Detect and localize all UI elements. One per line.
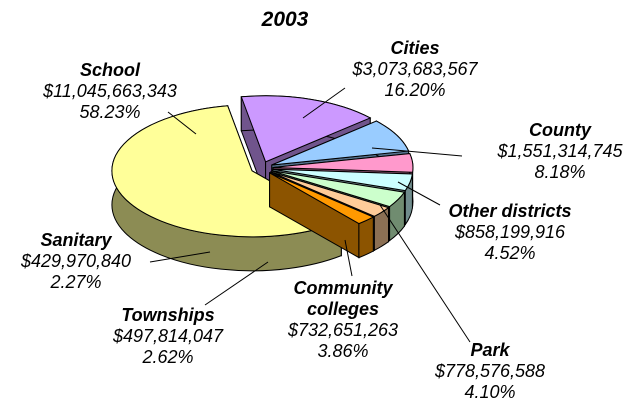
slice-label: Sanitary $429,970,840 2.27%: [1, 230, 151, 293]
amount-label: $11,045,663,343: [43, 81, 177, 101]
percent-label: 3.86%: [317, 341, 369, 361]
leader-line: [344, 239, 353, 277]
leader-line: [167, 111, 197, 135]
percent-label: 2.62%: [142, 347, 194, 367]
percent-label: 4.52%: [484, 243, 536, 263]
amount-label: $858,199,916: [454, 222, 566, 242]
leader-line: [397, 181, 441, 206]
slice-label: County $1,551,314,745 8.18%: [480, 120, 634, 183]
category-label: Other districts: [448, 201, 572, 221]
leader-line: [302, 87, 346, 119]
leader-line: [204, 261, 269, 306]
amount-label: $1,551,314,745: [497, 141, 623, 161]
category-label: Sanitary: [40, 230, 112, 250]
percent-label: 2.27%: [50, 272, 102, 292]
percent-label: 8.18%: [534, 162, 586, 182]
slice-label: Townships $497,814,047 2.62%: [78, 305, 258, 368]
category-label: Community colleges: [293, 278, 393, 319]
category-label: Cities: [390, 38, 440, 58]
slice: [272, 168, 413, 192]
slice-label: Community colleges $732,651,263 3.86%: [273, 278, 413, 362]
category-label: Townships: [121, 305, 215, 325]
category-label: Park: [470, 340, 510, 360]
amount-label: $497,814,047: [112, 326, 224, 346]
category-label: School: [79, 60, 140, 80]
slice-label: School $11,045,663,343 58.23%: [10, 60, 210, 123]
slice: [270, 171, 390, 217]
leader-line: [371, 147, 463, 157]
percent-label: 4.10%: [464, 382, 516, 402]
slice: [272, 153, 414, 173]
category-label: County: [529, 120, 591, 140]
leader-line: [149, 251, 211, 263]
slice: [269, 172, 375, 225]
leader-line: [379, 204, 471, 343]
amount-label: $778,576,588: [434, 361, 546, 381]
slice-label: Park $778,576,588 4.10%: [410, 340, 570, 403]
amount-label: $429,970,840: [20, 251, 132, 271]
slice: [240, 95, 372, 163]
percent-label: 16.20%: [384, 80, 446, 100]
slice: [271, 170, 406, 208]
amount-label: $732,651,263: [287, 320, 399, 340]
slice-label: Other districts $858,199,916 4.52%: [395, 201, 625, 264]
slice-label: Cities $3,073,683,567 16.20%: [305, 38, 525, 101]
amount-label: $3,073,683,567: [352, 59, 478, 79]
percent-label: 58.23%: [79, 102, 141, 122]
chart-title: 2003: [261, 8, 309, 31]
